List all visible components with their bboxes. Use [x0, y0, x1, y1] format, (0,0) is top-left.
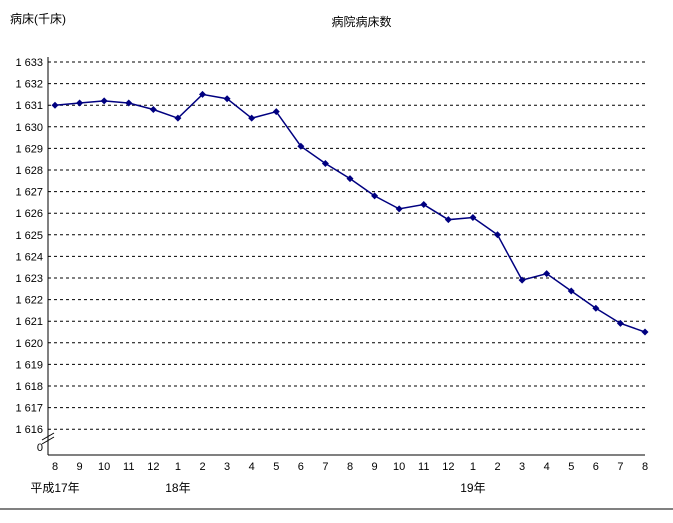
x-tick-label: 6: [593, 461, 599, 473]
data-point-marker: [371, 192, 379, 200]
y-tick-label: 1 620: [15, 338, 43, 350]
data-point-marker: [641, 328, 649, 336]
y-tick-label: 1 631: [15, 100, 43, 112]
y-tick-label: 1 618: [15, 381, 43, 393]
x-tick-label: 1: [175, 461, 181, 473]
x-tick-label: 4: [249, 461, 255, 473]
x-tick-label: 2: [199, 461, 205, 473]
x-tick-label: 10: [98, 461, 110, 473]
x-tick-label: 8: [52, 461, 58, 473]
data-point-marker: [248, 114, 256, 122]
data-point-marker: [272, 108, 280, 116]
x-tick-label: 12: [442, 461, 454, 473]
x-tick-label: 8: [347, 461, 353, 473]
x-tick-label: 4: [544, 461, 550, 473]
data-point-marker: [395, 205, 403, 213]
x-tick-label: 12: [147, 461, 159, 473]
y-tick-label: 1 626: [15, 208, 43, 220]
chart-title: 病院病床数: [331, 15, 392, 29]
data-point-marker: [616, 319, 624, 327]
x-tick-label: 6: [298, 461, 304, 473]
y-tick-label: 0: [37, 442, 43, 454]
data-point-marker: [469, 214, 477, 222]
era-label: 平成17年: [30, 481, 79, 495]
data-point-marker: [223, 95, 231, 103]
data-point-marker: [297, 142, 305, 150]
x-tick-label: 11: [418, 461, 429, 473]
data-point-marker: [592, 304, 600, 312]
y-tick-label: 1 623: [15, 273, 43, 285]
data-point-marker: [567, 287, 575, 295]
y-tick-label: 1 628: [15, 165, 43, 177]
era-label: 18年: [165, 481, 190, 495]
data-point-marker: [100, 97, 108, 105]
x-tick-label: 5: [568, 461, 574, 473]
x-tick-label: 3: [519, 461, 525, 473]
x-tick-label: 1: [470, 461, 476, 473]
y-tick-label: 1 633: [15, 57, 43, 69]
y-tick-label: 1 627: [15, 187, 43, 199]
x-tick-label: 7: [617, 461, 623, 473]
y-tick-label: 1 629: [15, 143, 43, 155]
y-tick-label: 1 625: [15, 230, 43, 242]
y-tick-label: 1 624: [15, 251, 43, 263]
data-point-marker: [543, 270, 551, 278]
y-axis-unit-label: 病床(千床): [10, 12, 66, 26]
data-point-marker: [518, 276, 526, 284]
x-tick-label: 8: [642, 461, 648, 473]
data-point-marker: [321, 160, 329, 168]
x-tick-label: 2: [494, 461, 500, 473]
x-tick-label: 7: [322, 461, 328, 473]
y-tick-label: 1 630: [15, 122, 43, 134]
y-tick-label: 1 619: [15, 359, 43, 371]
data-point-marker: [346, 175, 354, 183]
x-tick-label: 5: [273, 461, 279, 473]
axis-break: [41, 432, 55, 441]
y-tick-label: 1 617: [15, 403, 43, 415]
y-tick-label: 1 621: [15, 316, 43, 328]
data-point-marker: [494, 231, 501, 239]
y-tick-label: 1 622: [15, 295, 43, 307]
x-tick-label: 3: [224, 461, 230, 473]
x-tick-label: 9: [77, 461, 83, 473]
data-point-marker: [76, 99, 84, 107]
era-label: 19年: [460, 481, 485, 495]
x-tick-label: 11: [123, 461, 134, 473]
axis-break: [41, 436, 55, 445]
data-point-marker: [420, 201, 428, 209]
data-point-marker: [149, 106, 157, 114]
y-tick-label: 1 632: [15, 79, 43, 91]
data-point-marker: [174, 114, 182, 122]
x-tick-label: 10: [393, 461, 405, 473]
data-point-marker: [51, 101, 59, 109]
data-point-marker: [125, 99, 133, 107]
x-tick-label: 9: [372, 461, 378, 473]
y-tick-label: 1 616: [15, 424, 43, 436]
data-point-marker: [199, 90, 206, 98]
data-point-marker: [444, 216, 452, 224]
